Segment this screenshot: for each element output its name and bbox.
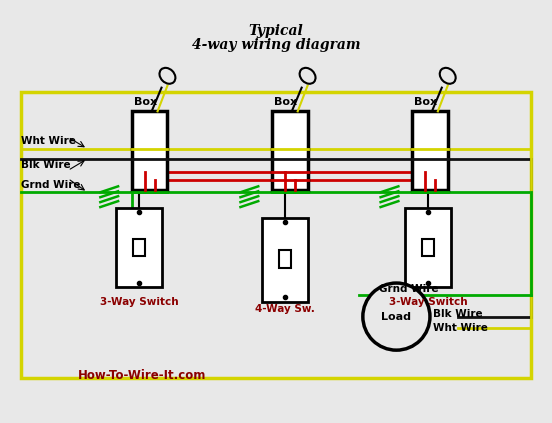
Bar — [412, 111, 448, 190]
Text: How-To-Wire-It.com: How-To-Wire-It.com — [78, 369, 206, 382]
Bar — [132, 111, 167, 190]
Text: Box: Box — [415, 97, 438, 107]
Ellipse shape — [300, 68, 316, 84]
Bar — [262, 218, 307, 302]
Text: Wht Wire: Wht Wire — [22, 136, 76, 146]
Bar — [116, 208, 162, 287]
Text: 4-way wiring diagram: 4-way wiring diagram — [192, 38, 360, 52]
Text: Typical: Typical — [248, 25, 304, 38]
Circle shape — [363, 283, 430, 350]
Text: 3-Way Switch: 3-Way Switch — [389, 297, 468, 307]
Text: Blk Wire: Blk Wire — [22, 160, 71, 170]
Bar — [133, 239, 145, 256]
Text: Box: Box — [134, 97, 157, 107]
Text: Grnd Wire: Grnd Wire — [379, 284, 438, 294]
Text: Box: Box — [274, 97, 298, 107]
Bar — [279, 250, 291, 268]
Bar — [22, 92, 530, 378]
Bar — [405, 208, 450, 287]
Text: Blk Wire: Blk Wire — [433, 309, 482, 319]
Text: Grnd Wire: Grnd Wire — [22, 180, 81, 190]
Text: 4-Way Sw.: 4-Way Sw. — [255, 304, 315, 314]
Ellipse shape — [160, 68, 176, 84]
Bar — [422, 239, 434, 256]
Bar — [272, 111, 307, 190]
Text: 3-Way Switch: 3-Way Switch — [99, 297, 178, 307]
Text: Load: Load — [381, 312, 411, 321]
Text: Wht Wire: Wht Wire — [433, 324, 488, 333]
Ellipse shape — [440, 68, 455, 84]
